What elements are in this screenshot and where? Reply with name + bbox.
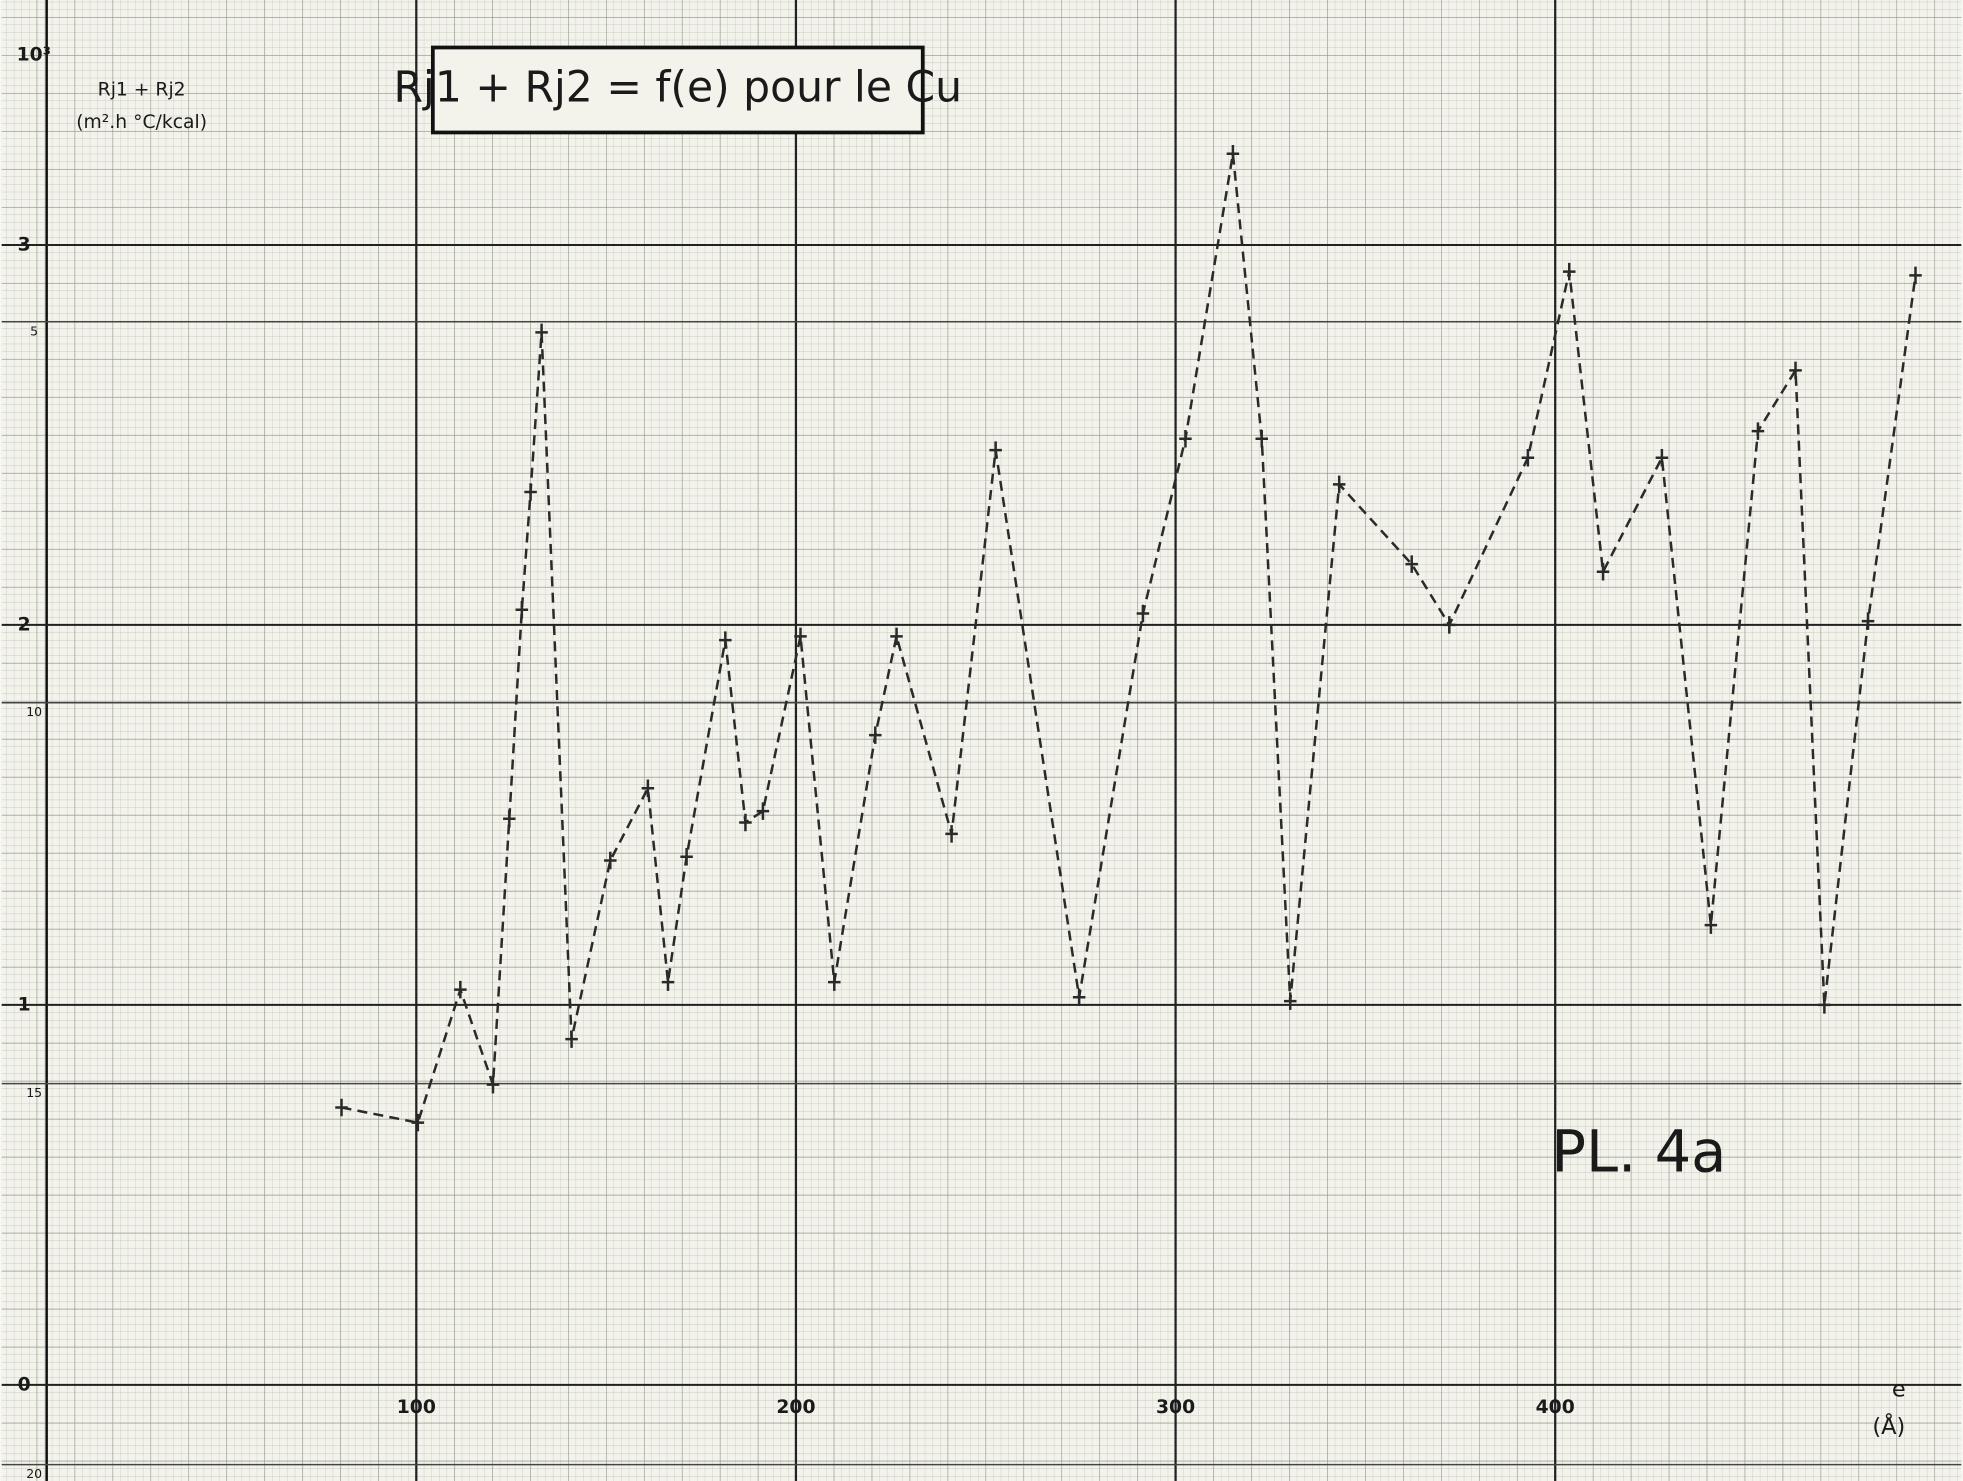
data-point bbox=[756, 802, 770, 820]
data-point bbox=[1596, 562, 1610, 581]
y2-tick-label: 15 bbox=[26, 1085, 42, 1100]
data-point bbox=[641, 779, 655, 798]
data-point bbox=[1751, 422, 1765, 440]
x-tick-label: 300 bbox=[1156, 1397, 1195, 1418]
data-point bbox=[1179, 429, 1192, 448]
data-point bbox=[411, 1113, 425, 1132]
data-point bbox=[1655, 448, 1669, 467]
x-tick-label: 100 bbox=[397, 1397, 436, 1418]
data-point bbox=[1072, 988, 1086, 1007]
data-point bbox=[1443, 616, 1456, 634]
y2-tick-label: 20 bbox=[26, 1466, 42, 1481]
data-point bbox=[1405, 555, 1418, 573]
data-point bbox=[828, 973, 841, 991]
data-point bbox=[1332, 475, 1346, 494]
data-point bbox=[1521, 448, 1535, 467]
data-point bbox=[1789, 361, 1802, 380]
data-point bbox=[945, 825, 958, 843]
data-point bbox=[739, 813, 752, 832]
data-point bbox=[503, 809, 516, 828]
x-tick-label: 200 bbox=[776, 1397, 815, 1418]
annotation: PL. 4a bbox=[1551, 1119, 1726, 1186]
y2-tick-label: 5 bbox=[30, 323, 38, 338]
data-point bbox=[890, 627, 903, 646]
data-point bbox=[794, 627, 807, 646]
x-axis-unit: (Å) bbox=[1872, 1412, 1905, 1440]
data-point bbox=[869, 726, 882, 744]
data-point bbox=[1136, 604, 1150, 623]
y-tick-label: 3 bbox=[18, 234, 31, 255]
data-point bbox=[1861, 612, 1875, 630]
data-point bbox=[1283, 992, 1297, 1010]
y-axis-label: (m².h °C/kcal) bbox=[76, 112, 207, 133]
data-point bbox=[535, 323, 548, 342]
data-point bbox=[515, 600, 529, 619]
data-point bbox=[680, 847, 693, 866]
data-point bbox=[1818, 996, 1831, 1014]
chart-title: Rj1 + Rj2 = f(e) pour le Cu bbox=[394, 63, 963, 112]
data-point bbox=[524, 483, 537, 501]
data-point bbox=[486, 1075, 500, 1094]
data-point bbox=[1909, 266, 1922, 285]
y-axis-label: Rj1 + Rj2 bbox=[98, 79, 186, 100]
y-tick-label: 1 bbox=[18, 994, 31, 1015]
data-point bbox=[335, 1098, 348, 1117]
data-point bbox=[661, 973, 675, 991]
x-axis-label: e bbox=[1892, 1376, 1906, 1402]
data-point bbox=[1704, 916, 1718, 934]
y-unit: 10³ bbox=[17, 44, 51, 65]
data-point bbox=[1563, 262, 1576, 281]
title-box bbox=[430, 45, 925, 135]
y-tick-label: 0 bbox=[18, 1374, 31, 1395]
y2-tick-label: 10 bbox=[26, 704, 42, 719]
data-point bbox=[989, 441, 1002, 459]
data-point bbox=[719, 631, 732, 649]
data-point bbox=[1226, 145, 1240, 163]
x-tick-label: 400 bbox=[1536, 1397, 1575, 1418]
y-tick-label: 2 bbox=[18, 614, 31, 635]
data-point bbox=[604, 851, 617, 870]
data-point bbox=[454, 980, 467, 999]
data-point bbox=[565, 1030, 578, 1048]
data-point bbox=[1255, 429, 1269, 448]
